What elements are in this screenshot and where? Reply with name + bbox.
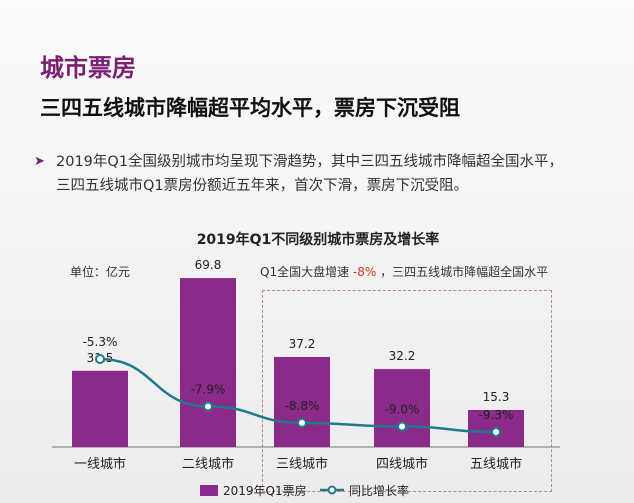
bar-1 bbox=[72, 370, 128, 447]
bar-4 bbox=[374, 369, 430, 447]
bar-2 bbox=[180, 278, 236, 447]
bar-value-label: 15.3 bbox=[483, 390, 510, 404]
legend: 2019年Q1票房 同比增长率 bbox=[200, 483, 409, 498]
x-tick-label: 三线城市 bbox=[276, 456, 328, 472]
bar-value-label: 69.8 bbox=[195, 258, 222, 272]
legend-line-label: 同比增长率 bbox=[349, 483, 409, 498]
growth-value-label: -7.9% bbox=[191, 382, 226, 396]
bars-group: 31.569.837.232.215.3 bbox=[72, 258, 524, 447]
section-title: 城市票房 bbox=[40, 54, 136, 82]
growth-value-label: -9.3% bbox=[479, 408, 514, 422]
growth-value-label: -9.0% bbox=[385, 403, 420, 417]
growth-line-group: -5.3% -7.9% -8.8% -9.0% -9.3% bbox=[83, 335, 514, 437]
x-tick-label: 一线城市 bbox=[74, 456, 126, 472]
highlight-box bbox=[262, 290, 552, 492]
annotation-prefix: Q1全国大盘增速 bbox=[260, 264, 349, 279]
growth-point bbox=[95, 354, 105, 364]
chart-title: 2019年Q1不同级别城市票房及增长率 bbox=[197, 231, 440, 248]
x-tick-label: 五线城市 bbox=[470, 456, 522, 472]
legend-line-marker bbox=[327, 485, 337, 495]
growth-value-label: -8.8% bbox=[285, 399, 320, 413]
x-axis-labels: 一线城市 二线城市 三线城市 四线城市 五线城市 bbox=[74, 456, 522, 472]
growth-point bbox=[297, 417, 307, 428]
x-tick-label: 二线城市 bbox=[182, 456, 234, 472]
bullet-arrow-icon: ➤ bbox=[34, 154, 45, 169]
legend-bar-label: 2019年Q1票房 bbox=[223, 483, 307, 498]
bar-value-label: 37.2 bbox=[289, 337, 316, 351]
growth-line bbox=[99, 357, 497, 434]
growth-point bbox=[397, 421, 407, 432]
annotation-value: -8% bbox=[353, 265, 376, 279]
bullet-line-2: 三四五线城市Q1票房份额近五年来，首次下滑，票房下沉受阻。 bbox=[56, 178, 469, 194]
bar-3 bbox=[274, 356, 330, 447]
growth-point bbox=[491, 427, 501, 437]
annotation: Q1全国大盘增速 -8% ，三四五线城市降幅超全国水平 bbox=[260, 264, 548, 279]
bar-value-label: 32.2 bbox=[389, 349, 416, 363]
growth-point bbox=[203, 401, 213, 412]
annotation-suffix: ，三四五线城市降幅超全国水平 bbox=[380, 264, 548, 279]
legend-bar-swatch bbox=[200, 485, 218, 496]
unit-label: 单位：亿元 bbox=[70, 264, 130, 279]
x-tick-label: 四线城市 bbox=[376, 456, 428, 472]
bullet-line-1: 2019年Q1全国级别城市均呈现下滑趋势，其中三四五线城市降幅超全国水平， bbox=[56, 154, 564, 170]
growth-value-label: -5.3% bbox=[83, 335, 118, 349]
headline: 三四五线城市降幅超平均水平，票房下沉受阻 bbox=[40, 96, 460, 120]
